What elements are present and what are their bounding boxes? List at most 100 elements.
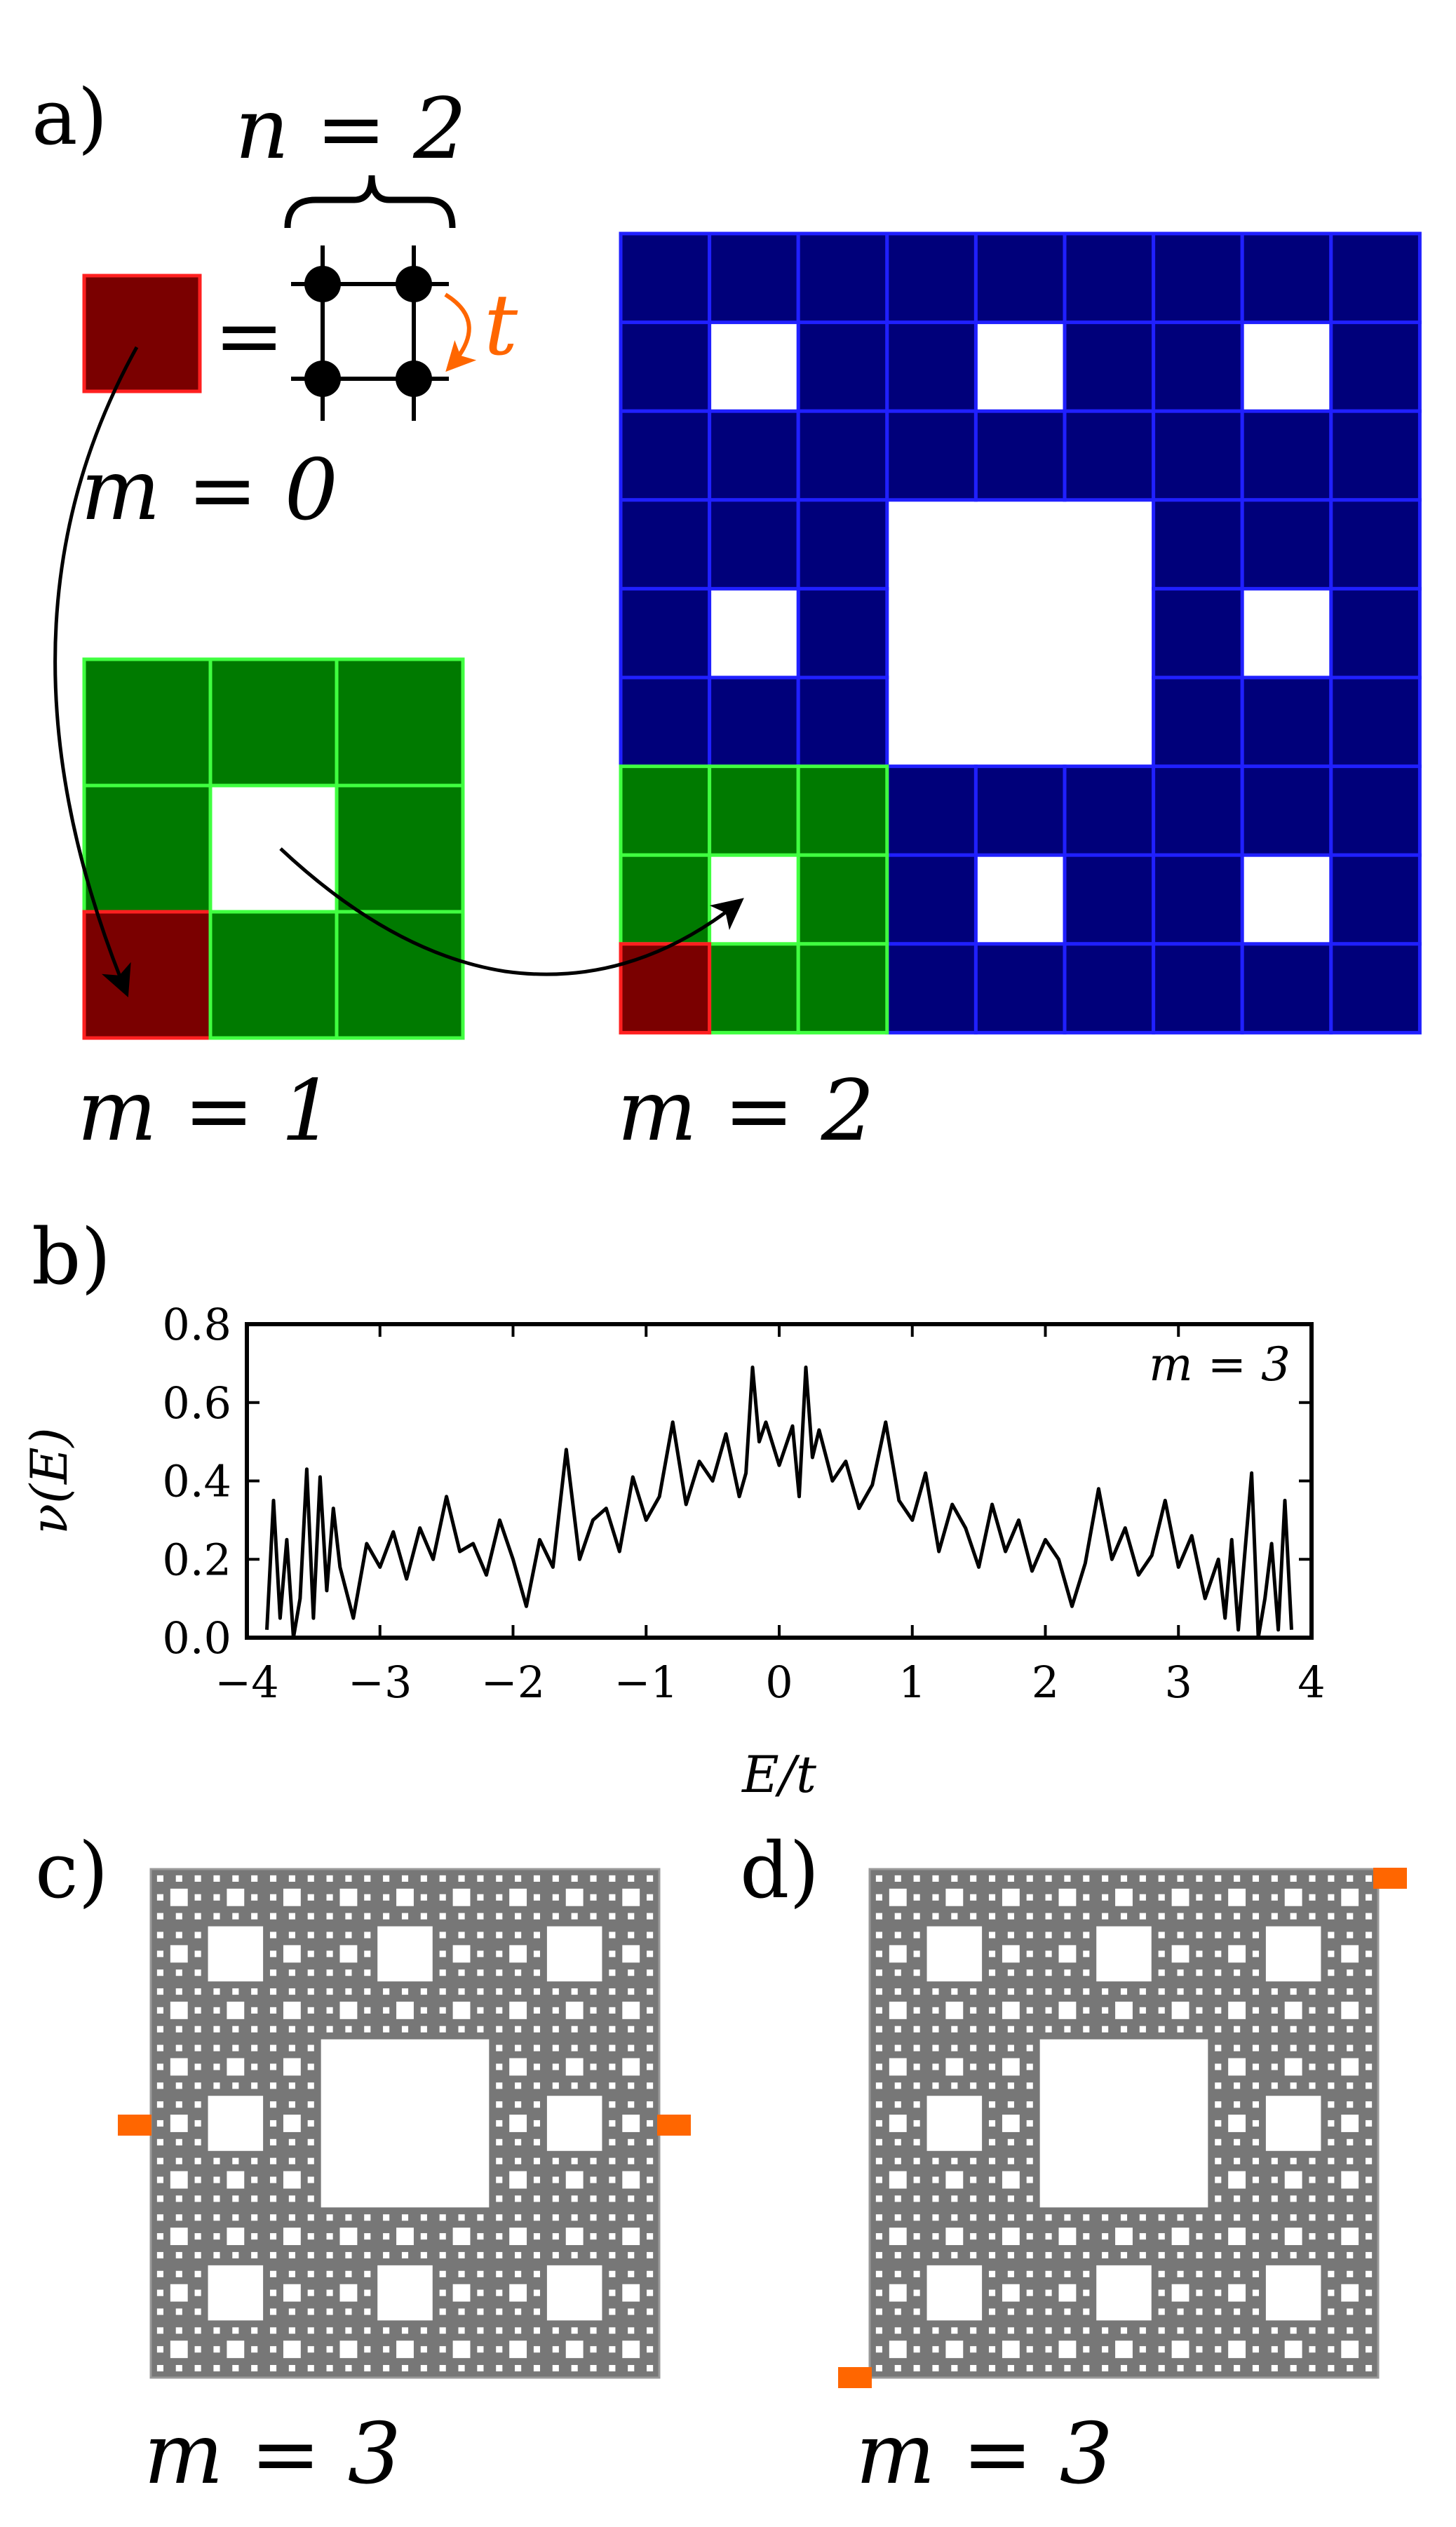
plaquette-hole (269, 1913, 277, 1920)
y-tick-label: 0.0 (162, 1612, 231, 1664)
plaquette-hole (175, 2026, 182, 2033)
plaquette-hole (1271, 2214, 1278, 2221)
plaquette-hole (1196, 2026, 1203, 2033)
arrow-gen0-to-gen1 (53, 346, 139, 997)
hop-arrow (444, 292, 477, 372)
plaquette-hole (1102, 1875, 1109, 1882)
plaquette-hole (439, 2308, 446, 2315)
plaquette-hole (1177, 1875, 1184, 1882)
plaquette-hole (1196, 1875, 1203, 1882)
gen2-cell (796, 321, 889, 413)
plaquette-hole (1347, 1932, 1354, 1939)
panel-c-gen-label: m = 3 (144, 2406, 401, 2503)
plaquette-hole (1252, 2346, 1260, 2353)
plaquette-hole (533, 2101, 541, 2108)
gen2-cell (973, 231, 1067, 325)
plaquette-hole (932, 2063, 939, 2070)
lattice-hole (509, 2058, 527, 2076)
plaquette-hole (1083, 2214, 1090, 2221)
plaquette-hole (932, 1988, 939, 1995)
plaquette-hole (913, 1969, 920, 1976)
plaquette-hole (1007, 2157, 1014, 2164)
plaquette-hole (609, 1913, 616, 1920)
plaquette-hole (609, 2308, 616, 2315)
plaquette-hole (951, 1913, 958, 1920)
plaquette-hole (894, 2044, 901, 2051)
plaquette-hole (364, 2270, 371, 2277)
plaquette-hole (269, 1875, 277, 1882)
lattice-hole (1115, 1888, 1133, 1906)
plaquette-hole (401, 2365, 409, 2372)
plaquette-hole (552, 2176, 559, 2183)
plaquette-hole (420, 2327, 427, 2334)
gen2-cell (885, 853, 978, 946)
plaquette-hole (251, 1894, 258, 1901)
plaquette-hole (251, 2195, 258, 2202)
plaquette-hole (439, 1988, 446, 1995)
lattice-hole (509, 2171, 527, 2189)
plaquette-hole (988, 1988, 996, 1995)
plaquette-hole (590, 2082, 597, 2089)
plaquette-hole (590, 1913, 597, 1920)
plaquette-hole (894, 2138, 901, 2145)
plaquette-hole (571, 1875, 578, 1882)
plaquette-hole (988, 2233, 996, 2240)
plaquette-hole (1309, 2007, 1316, 2014)
lattice-hole (1115, 2171, 1133, 2189)
plaquette-hole (1083, 1894, 1090, 1901)
plaquette-hole (175, 1932, 182, 1939)
y-tick-label: 0.2 (162, 1534, 231, 1585)
plaquette-hole (326, 1969, 333, 1976)
gen2-cell (1240, 498, 1333, 591)
plaquette-hole (951, 2214, 958, 2221)
plaquette-hole (251, 2233, 258, 2240)
plaquette-hole (533, 2270, 541, 2277)
plaquette-hole (1215, 2138, 1222, 2145)
plaquette-hole (1215, 1950, 1222, 1957)
plaquette-hole (345, 2214, 352, 2221)
gen2-cell (1063, 942, 1156, 1035)
plaquette-hole (552, 1875, 559, 1882)
plaquette-hole (894, 1932, 901, 1939)
plaquette-hole (1102, 2251, 1109, 2259)
plaquette-hole (628, 2214, 635, 2221)
plaquette-hole (156, 2251, 163, 2259)
gen1-cell (82, 783, 213, 914)
plaquette-hole (1234, 2101, 1241, 2108)
plaquette-hole (988, 2308, 996, 2315)
plaquette-hole (1328, 2007, 1335, 2014)
plaquette-hole (251, 1875, 258, 1882)
plaquette-hole (1215, 2233, 1222, 2240)
gen2-cell (619, 675, 712, 769)
plaquette-hole (1234, 2214, 1241, 2221)
lattice-hole (622, 2340, 640, 2359)
plaquette-hole (345, 2308, 352, 2315)
plaquette-hole (439, 1950, 446, 1957)
plaquette-hole (269, 1932, 277, 1939)
gen2-cell (1063, 321, 1156, 413)
plaquette-hole (458, 1932, 465, 1939)
plaquette-hole (439, 2270, 446, 2277)
plaquette-hole (515, 1969, 522, 1976)
plaquette-hole (1177, 1932, 1184, 1939)
plaquette-hole (213, 2063, 220, 2070)
plaquette-hole (1234, 2308, 1241, 2315)
lattice-hole (889, 2115, 907, 2132)
plaquette-hole (647, 2327, 654, 2334)
plaquette-hole (988, 2214, 996, 2221)
plaquette-hole (420, 2026, 427, 2033)
lattice-hole (227, 2058, 245, 2076)
plaquette-hole (194, 2026, 201, 2033)
plaquette-hole (1158, 1950, 1165, 1957)
lattice-hole (452, 2001, 471, 2019)
plaquette-hole (1271, 2007, 1278, 2014)
plaquette-hole (1007, 2327, 1014, 2334)
brace (284, 175, 456, 229)
plaquette-hole (251, 2346, 258, 2353)
plaquette-hole (552, 2233, 559, 2240)
lattice-hole (1058, 2001, 1077, 2019)
plaquette-hole (647, 2308, 654, 2315)
lattice-hole (622, 2284, 640, 2302)
plaquette-hole (988, 2120, 996, 2127)
plaquette-hole (383, 1913, 390, 1920)
